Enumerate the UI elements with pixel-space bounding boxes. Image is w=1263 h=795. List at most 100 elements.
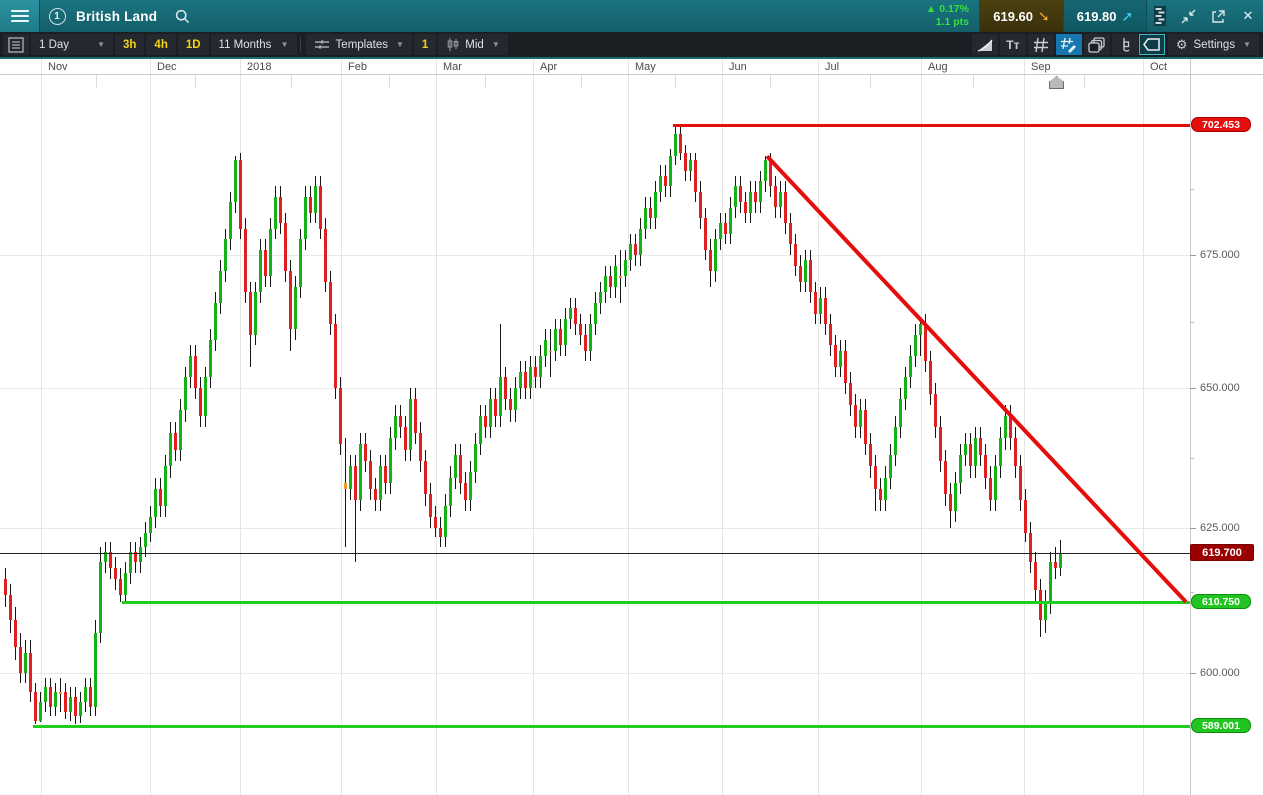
period-dropdown[interactable]: 1 Day ▼ xyxy=(31,34,113,55)
order-marker-button[interactable] xyxy=(1111,34,1138,55)
candle xyxy=(984,455,987,478)
candle xyxy=(994,466,997,500)
text-tool-button[interactable]: Tᴛ xyxy=(999,34,1026,55)
candle xyxy=(1049,562,1052,601)
candle xyxy=(924,324,927,362)
search-button[interactable] xyxy=(167,0,198,32)
candle xyxy=(534,366,537,378)
price-tick xyxy=(1190,528,1196,529)
candle xyxy=(619,276,622,278)
candle xyxy=(279,196,282,224)
candle-wick xyxy=(60,677,61,712)
candle xyxy=(4,578,7,596)
price-axis-line xyxy=(1190,59,1191,795)
candle xyxy=(304,196,307,240)
candlestick-chart[interactable]: Nov Dec 2018 Feb Mar Apr May Jun Jul Aug Sep Oct 675… xyxy=(0,59,1263,795)
candle xyxy=(34,692,37,722)
collapse-window-button[interactable] xyxy=(1173,0,1203,32)
candle xyxy=(1054,562,1057,568)
month-label: Dec xyxy=(157,61,177,73)
quick-period-4h-button[interactable]: 4h xyxy=(146,34,176,55)
month-gridline xyxy=(628,59,629,795)
downtrend-line[interactable] xyxy=(765,154,1188,604)
candle xyxy=(879,488,882,500)
candle xyxy=(414,399,417,433)
sell-price-button[interactable]: 619.60 ➘ xyxy=(979,0,1063,32)
candle xyxy=(514,388,517,411)
templates-dropdown[interactable]: Templates ▼ xyxy=(305,34,412,55)
candle xyxy=(294,286,297,330)
candle xyxy=(244,228,247,293)
quick-period-3h-button[interactable]: 3h xyxy=(115,34,145,55)
layout-count-button[interactable]: 1 xyxy=(413,34,437,55)
depth-ladder-button[interactable] xyxy=(1147,0,1173,32)
draw-grid-tool-button[interactable] xyxy=(1055,34,1082,55)
quick-period-1d-button[interactable]: 1D xyxy=(177,34,209,55)
price-tick xyxy=(1190,673,1196,674)
candle xyxy=(969,444,972,467)
candle xyxy=(539,356,542,378)
candle xyxy=(754,191,757,203)
support-upper-line[interactable] xyxy=(122,600,1190,604)
buy-price-button[interactable]: 619.80 ➚ xyxy=(1063,0,1147,32)
candle xyxy=(844,350,847,383)
candle xyxy=(204,377,207,416)
price-type-dropdown[interactable]: Mid ▼ xyxy=(438,34,508,55)
candle xyxy=(684,152,687,171)
candle xyxy=(974,438,977,467)
settings-dropdown[interactable]: ⚙ Settings ▼ xyxy=(1167,34,1259,55)
templates-icon xyxy=(314,40,329,48)
candle xyxy=(79,701,82,717)
candle xyxy=(569,308,572,319)
price-tag-icon xyxy=(1142,38,1160,51)
week-tick xyxy=(973,75,974,88)
candle xyxy=(884,477,887,500)
month-label: Oct xyxy=(1150,61,1168,73)
month-gridline xyxy=(240,59,241,795)
candle xyxy=(59,692,62,694)
candle xyxy=(144,532,147,547)
tag-tool-button[interactable] xyxy=(1138,34,1165,55)
cascade-windows-button[interactable] xyxy=(1083,34,1110,55)
candle xyxy=(349,466,352,489)
candle xyxy=(394,416,397,439)
month-label: May xyxy=(635,61,656,73)
range-dropdown[interactable]: 11 Months ▼ xyxy=(210,34,297,55)
close-window-button[interactable]: ✕ xyxy=(1233,0,1263,32)
current-price-line[interactable] xyxy=(0,552,1190,554)
chart-cursor-marker[interactable] xyxy=(1049,76,1064,89)
popout-icon xyxy=(1211,9,1225,23)
resistance-line[interactable] xyxy=(673,123,1190,127)
candle-wick xyxy=(345,438,346,547)
candle xyxy=(154,488,157,517)
candle xyxy=(979,438,982,456)
candle xyxy=(789,223,792,245)
month-gridline xyxy=(1143,59,1144,795)
candle-wick xyxy=(550,329,551,378)
candle xyxy=(859,410,862,428)
instrument-info-button[interactable]: 1 xyxy=(40,0,74,32)
hamburger-menu-button[interactable] xyxy=(0,0,40,32)
price-gridline xyxy=(0,673,1190,674)
price-up-arrow-icon: ➚ xyxy=(1121,7,1134,24)
candle xyxy=(729,207,732,234)
candle xyxy=(709,249,712,271)
candle xyxy=(869,444,872,467)
candle xyxy=(109,551,112,568)
chevron-down-icon: ▼ xyxy=(97,40,105,49)
candle xyxy=(1029,532,1032,563)
price-tick-label: 650.000 xyxy=(1200,382,1240,394)
popout-window-button[interactable] xyxy=(1203,0,1233,32)
candle xyxy=(379,466,382,500)
chart-list-button[interactable] xyxy=(3,34,29,55)
title-bar: 1 British Land ▲ 0.17% 1.1 pts 619.60 ➘ … xyxy=(0,0,1263,32)
candle xyxy=(124,573,127,596)
month-gridline xyxy=(41,59,42,795)
grid-tool-button[interactable] xyxy=(1027,34,1054,55)
trendline-tool-button[interactable] xyxy=(971,34,998,55)
support-lower-line[interactable] xyxy=(33,724,1190,728)
month-label: Aug xyxy=(928,61,948,73)
collapse-icon xyxy=(1181,9,1195,23)
candle xyxy=(779,191,782,208)
candle xyxy=(624,260,627,277)
